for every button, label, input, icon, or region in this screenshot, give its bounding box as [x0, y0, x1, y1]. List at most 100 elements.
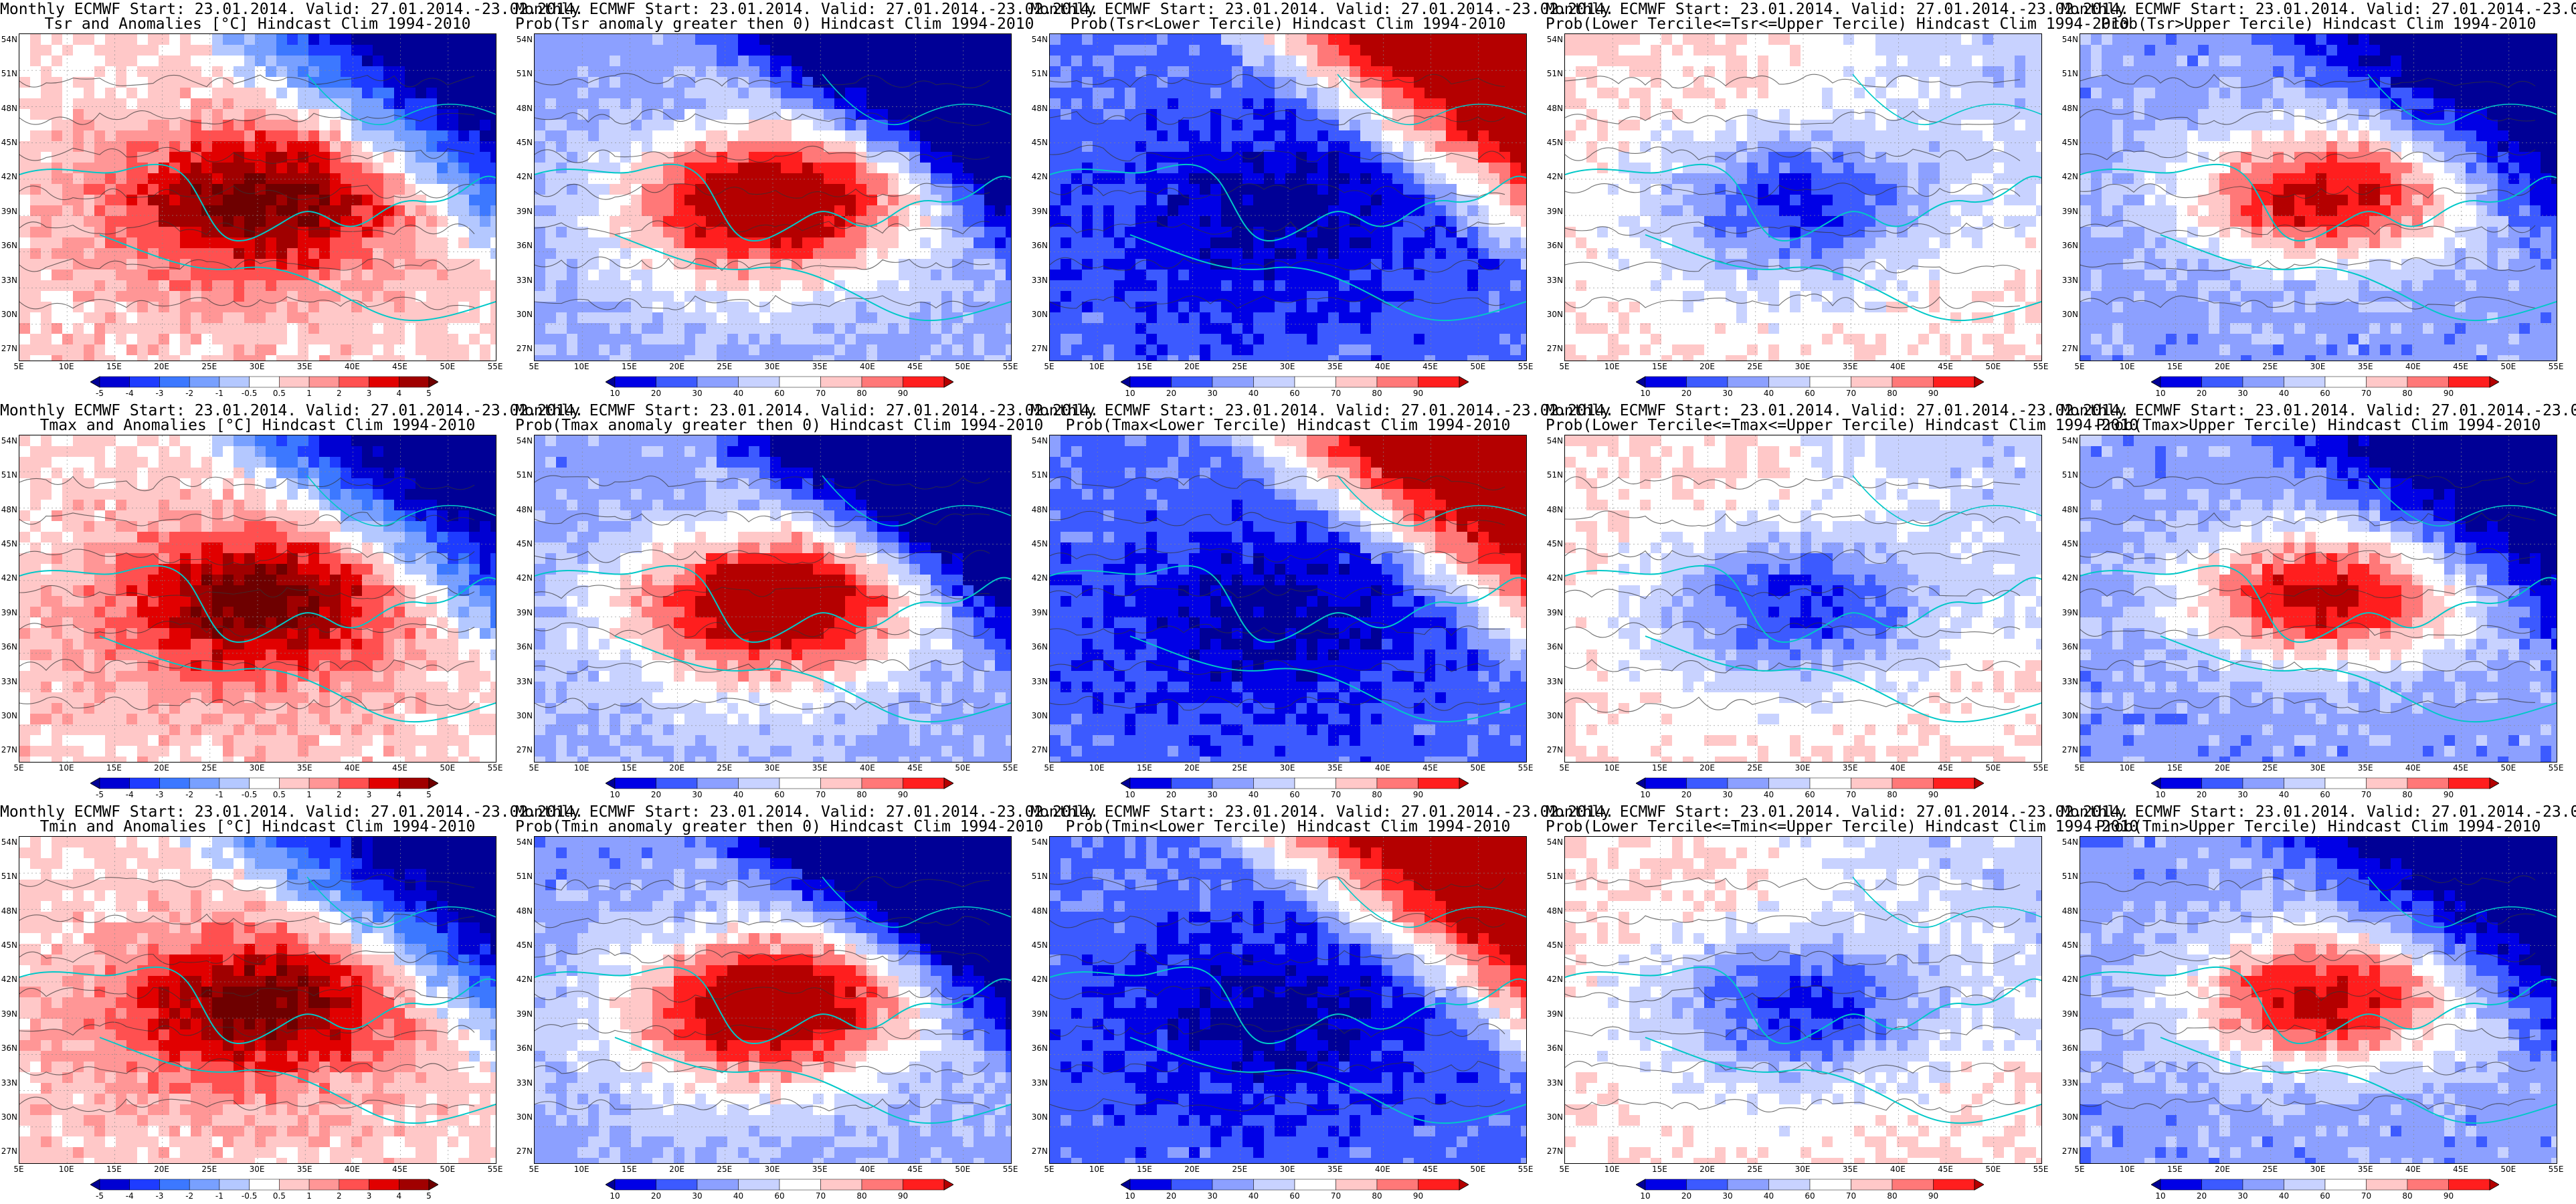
field-cell: [383, 163, 395, 174]
field-cell: [169, 184, 181, 195]
field-cell: [1125, 248, 1136, 260]
field-cell: [1135, 355, 1147, 361]
field-cell: [276, 66, 288, 78]
field-cell: [94, 312, 106, 324]
field-cell: [781, 56, 792, 67]
field-cell: [1403, 98, 1414, 110]
field-cell: [52, 195, 63, 206]
field-cell: [984, 344, 996, 356]
field-cell: [1457, 302, 1468, 313]
field-cell: [588, 291, 600, 302]
field-cell: [1253, 195, 1265, 206]
field-cell: [1339, 216, 1350, 227]
field-cell: [738, 227, 749, 238]
field-cell: [319, 141, 331, 153]
field-cell: [1382, 152, 1393, 163]
field-cell: [191, 270, 202, 281]
field-cell: [1435, 355, 1447, 361]
field-cell: [1950, 45, 1962, 56]
field-cell: [749, 56, 760, 67]
field-cell: [351, 312, 363, 324]
field-cell: [877, 344, 889, 356]
field-cell: [802, 34, 814, 45]
field-cell: [52, 216, 63, 227]
field-cell: [684, 280, 696, 292]
field-cell: [1168, 216, 1179, 227]
field-cell: [824, 195, 835, 206]
field-cell: [394, 237, 405, 249]
field-cell: [1082, 141, 1093, 153]
field-cell: [351, 98, 363, 110]
field-cell: [556, 248, 567, 260]
field-cell: [1006, 141, 1011, 153]
field-cell: [727, 34, 739, 45]
field-cell: [1446, 184, 1457, 195]
field-cell: [1768, 130, 1780, 142]
field-cell: [1317, 344, 1329, 356]
field-cell: [287, 173, 298, 185]
field-cell: [1339, 195, 1350, 206]
field-cell: [824, 323, 835, 334]
field-cell: [169, 66, 181, 78]
field-cell: [1264, 205, 1275, 217]
latitude-label: 54N: [1030, 35, 1048, 44]
field-cell: [1125, 259, 1136, 270]
field-cell: [599, 270, 610, 281]
field-cell: [1414, 56, 1425, 67]
field-cell: [426, 216, 438, 227]
field-cell: [556, 227, 567, 238]
field-cell: [856, 152, 867, 163]
field-cell: [963, 130, 974, 142]
field-cell: [759, 184, 771, 195]
field-cell: [1339, 355, 1350, 361]
field-cell: [556, 237, 567, 249]
field-cell: [490, 291, 496, 302]
field-cell: [845, 237, 856, 249]
field-cell: [1243, 141, 1254, 153]
field-cell: [577, 334, 589, 345]
field-cell: [1693, 45, 1705, 56]
field-cell: [610, 45, 621, 56]
field-cell: [1597, 45, 1608, 56]
field-cell: [909, 66, 921, 78]
field-cell: [223, 130, 234, 142]
field-cell: [642, 248, 653, 260]
field-cell: [62, 184, 74, 195]
field-cell: [1307, 45, 1318, 56]
field-cell: [383, 270, 395, 281]
field-cell: [824, 270, 835, 281]
field-cell: [1307, 152, 1318, 163]
field-cell: [266, 323, 277, 334]
field-cell: [984, 227, 996, 238]
field-cell: [802, 56, 814, 67]
field-cell: [1983, 130, 1994, 142]
field-cell: [1726, 98, 1737, 110]
field-cell: [255, 302, 266, 313]
field-cell: [1950, 120, 1962, 131]
longitude-label: 15E: [622, 362, 637, 371]
field-cell: [1103, 334, 1115, 345]
field-cell: [1006, 344, 1011, 356]
field-cell: [41, 88, 52, 99]
panel-title-line-2: Prob(Tsr anomaly greater then 0) Hindcas…: [515, 16, 1034, 32]
field-cell: [201, 302, 213, 313]
field-cell: [287, 130, 298, 142]
field-cell: [759, 56, 771, 67]
field-cell: [394, 302, 405, 313]
field-cell: [330, 323, 341, 334]
field-cell: [1232, 120, 1243, 131]
field-cell: [1446, 77, 1457, 88]
field-cell: [201, 109, 213, 120]
field-cell: [631, 216, 642, 227]
field-cell: [330, 34, 341, 45]
field-cell: [899, 248, 910, 260]
field-cell: [1811, 141, 1823, 153]
field-cell: [298, 248, 309, 260]
field-cell: [652, 195, 664, 206]
field-cell: [437, 184, 448, 195]
field-cell: [1189, 184, 1200, 195]
field-cell: [1521, 195, 1526, 206]
field-cell: [212, 270, 223, 281]
field-cell: [394, 173, 405, 185]
field-cell: [1146, 344, 1158, 356]
